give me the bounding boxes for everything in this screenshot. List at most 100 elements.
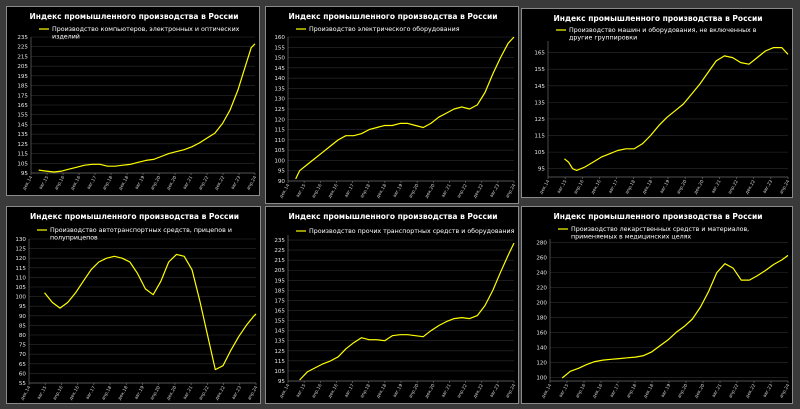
x-tick-label: авг.17 — [343, 183, 356, 199]
y-tick-label: 135 — [534, 100, 545, 106]
x-tick-label: дек.20 — [165, 385, 178, 401]
x-tick-label: дек.14 — [538, 179, 551, 195]
y-tick-label: 195 — [17, 74, 28, 80]
x-tick-label: дек.16 — [69, 175, 82, 191]
chart-svg-other-transport: Индекс промышленного производства в Росс… — [274, 212, 517, 399]
x-tick-label: апр.22 — [456, 383, 469, 399]
y-tick-label: 215 — [17, 54, 28, 60]
y-tick-label: 125 — [17, 142, 28, 148]
legend-label: Производство электрического оборудования — [309, 25, 460, 33]
y-tick-label: 135 — [17, 132, 28, 138]
y-tick-label: 115 — [17, 152, 28, 158]
x-tick-label: апр.18 — [359, 183, 372, 199]
legend-label: Производство машин и оборудования, не вк… — [569, 26, 757, 42]
x-tick-label: апр.16 — [52, 385, 65, 401]
y-tick-label: 110 — [274, 138, 285, 144]
x-tick-label: дек.22 — [214, 385, 227, 401]
x-tick-label: апр.22 — [198, 385, 211, 401]
series-line — [38, 43, 256, 173]
x-tick-label: апр.24 — [246, 385, 259, 401]
y-tick-label: 135 — [274, 86, 285, 92]
y-tick-label: 215 — [274, 258, 285, 264]
y-tick-label: 95 — [19, 304, 27, 310]
x-tick-label: апр.24 — [504, 383, 517, 399]
x-tick-label: дек.22 — [213, 175, 226, 191]
y-tick-label: 85 — [19, 323, 27, 329]
y-tick-label: 200 — [536, 301, 547, 307]
y-tick-label: 105 — [15, 285, 26, 291]
x-tick-label: дек.14 — [278, 183, 291, 199]
y-tick-label: 115 — [274, 128, 285, 134]
y-tick-label: 185 — [17, 84, 28, 90]
chart-panel-pharma: Индекс промышленного производства в Росс… — [521, 206, 793, 404]
x-tick-label: авг.21 — [182, 175, 195, 191]
x-tick-label: апр.18 — [359, 383, 372, 399]
x-tick-label: дек.18 — [117, 175, 130, 191]
x-tick-label: дек.20 — [693, 179, 706, 195]
y-tick-label: 165 — [274, 309, 285, 315]
y-tick-label: 195 — [274, 278, 285, 284]
x-tick-label: дек.18 — [641, 179, 654, 195]
chart-title: Индекс промышленного производства в Росс… — [288, 12, 497, 21]
y-tick-label: 150 — [274, 56, 285, 62]
y-tick-label: 145 — [274, 329, 285, 335]
y-tick-label: 185 — [274, 288, 285, 294]
x-tick-label: авг.17 — [607, 179, 620, 195]
x-tick-label: авг.21 — [710, 179, 723, 195]
y-tick-label: 225 — [17, 45, 28, 51]
x-tick-label: дек.20 — [424, 383, 437, 399]
y-tick-label: 100 — [536, 375, 547, 381]
x-tick-label: дек.22 — [472, 183, 485, 199]
series-line — [564, 47, 789, 171]
y-tick-label: 155 — [17, 113, 28, 119]
chart-panel-computers: Индекс промышленного производства в Росс… — [6, 6, 260, 196]
x-tick-label: авг.19 — [392, 183, 405, 199]
x-tick-label: дек.20 — [693, 383, 706, 399]
x-tick-label: апр.18 — [100, 385, 113, 401]
chart-panel-electrical: Индекс промышленного производства в Росс… — [265, 6, 519, 204]
y-tick-label: 95 — [538, 167, 546, 173]
y-tick-label: 240 — [536, 271, 547, 277]
x-tick-label: авг.17 — [343, 383, 356, 399]
x-tick-label: авг.17 — [86, 175, 99, 191]
chart-svg-machinery: Индекс промышленного производства в Росс… — [534, 14, 791, 195]
x-tick-label: апр.18 — [624, 179, 637, 195]
y-tick-label: 105 — [274, 148, 285, 154]
y-tick-label: 70 — [19, 352, 27, 358]
series-line — [299, 242, 515, 381]
x-tick-label: авг.19 — [392, 383, 405, 399]
y-tick-label: 145 — [17, 122, 28, 128]
x-tick-label: дек.14 — [278, 383, 291, 399]
x-tick-label: апр.22 — [197, 175, 210, 191]
x-tick-label: апр.24 — [245, 175, 258, 191]
x-tick-label: авг.23 — [489, 183, 502, 199]
y-tick-label: 125 — [534, 117, 545, 123]
x-tick-label: апр.24 — [778, 383, 791, 399]
chart-title: Индекс промышленного производства в Росс… — [30, 212, 239, 221]
y-tick-label: 155 — [274, 45, 285, 51]
y-tick-label: 155 — [534, 67, 545, 73]
x-tick-label: дек.16 — [327, 383, 340, 399]
chart-svg-electrical: Индекс промышленного производства в Росс… — [274, 12, 517, 199]
x-tick-label: авг.23 — [489, 383, 502, 399]
x-tick-label: апр.24 — [504, 183, 517, 199]
x-tick-label: апр.24 — [778, 179, 791, 195]
x-tick-label: авг.15 — [295, 183, 308, 199]
x-tick-label: апр.22 — [727, 383, 740, 399]
x-tick-label: авг.19 — [134, 175, 147, 191]
x-tick-label: авг.23 — [762, 383, 775, 399]
x-tick-label: дек.18 — [375, 183, 388, 199]
x-tick-label: дек.22 — [472, 383, 485, 399]
x-tick-label: авг.21 — [440, 183, 453, 199]
y-tick-label: 145 — [274, 66, 285, 72]
x-tick-label: дек.14 — [21, 175, 34, 191]
y-tick-label: 235 — [274, 238, 285, 244]
x-tick-label: авг.19 — [133, 385, 146, 401]
y-tick-label: 155 — [274, 319, 285, 325]
x-tick-label: апр.16 — [53, 175, 66, 191]
y-tick-label: 115 — [15, 266, 26, 272]
x-tick-label: дек.20 — [424, 183, 437, 199]
x-tick-label: авг.17 — [609, 383, 622, 399]
x-tick-label: дек.22 — [744, 383, 757, 399]
legend-label: Производство прочих транспортных средств… — [309, 227, 515, 235]
